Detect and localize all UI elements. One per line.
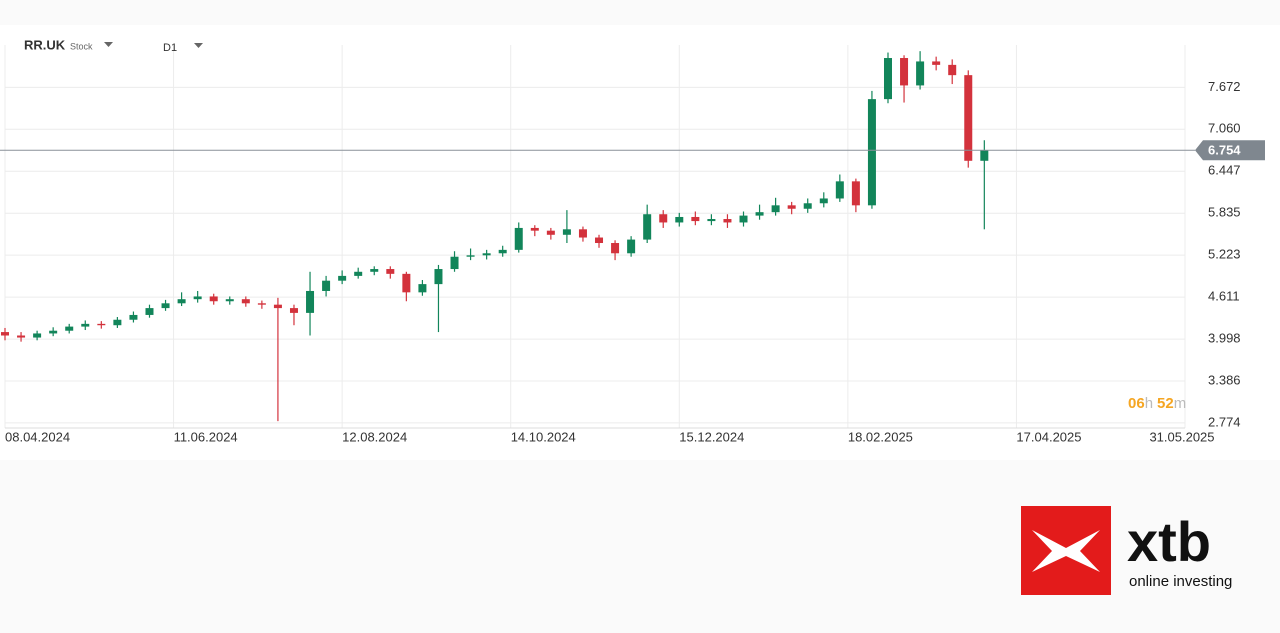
logo-tagline: online investing xyxy=(1129,573,1232,590)
countdown-text: 06h 52m xyxy=(1128,395,1186,412)
candle-body xyxy=(595,237,604,244)
candle-body xyxy=(530,227,539,231)
candle-body xyxy=(755,212,764,216)
candle-body xyxy=(546,230,555,235)
x-tick-label: 31.05.2025 xyxy=(1149,429,1214,444)
logo-x xyxy=(1032,530,1100,572)
candle-body xyxy=(193,296,202,300)
candle-body xyxy=(466,255,475,257)
candle-body xyxy=(402,273,411,293)
candle-body xyxy=(257,303,266,305)
candle-body xyxy=(867,99,876,206)
countdown-part: 52 xyxy=(1157,395,1174,412)
y-tick-label: 3.386 xyxy=(1208,372,1241,387)
candle-body xyxy=(659,214,668,223)
x-tick-label: 18.02.2025 xyxy=(848,429,913,444)
candle-body xyxy=(916,61,925,86)
candle-body xyxy=(964,75,973,161)
y-tick-label: 5.835 xyxy=(1208,205,1241,220)
candle-body xyxy=(322,280,331,291)
chart-panel xyxy=(0,25,1280,460)
candle-body xyxy=(627,239,636,254)
candle-body xyxy=(787,205,796,209)
candle-body xyxy=(81,323,90,327)
candle-body xyxy=(241,299,250,304)
candle-body xyxy=(113,319,122,326)
timeframe[interactable]: D1 xyxy=(163,42,177,54)
candle-body xyxy=(932,61,941,65)
y-tick-label: 3.998 xyxy=(1208,331,1241,346)
candle-body xyxy=(306,290,315,313)
candle-body xyxy=(851,181,860,206)
candle-body xyxy=(819,198,828,204)
candle-body xyxy=(723,219,732,223)
x-tick-label: 08.04.2024 xyxy=(5,429,70,444)
instrument-type: Stock xyxy=(70,41,93,51)
candle-body xyxy=(771,205,780,213)
dropdown-arrow[interactable] xyxy=(104,42,113,47)
candle-body xyxy=(65,326,74,331)
candle-body xyxy=(33,333,42,338)
candle-body xyxy=(273,304,282,309)
candle-body xyxy=(498,249,507,254)
x-tick-label: 11.06.2024 xyxy=(174,429,238,444)
candle-body xyxy=(450,256,459,270)
candle-body xyxy=(354,271,363,276)
candle-body xyxy=(643,214,652,240)
countdown-part: m xyxy=(1174,395,1187,412)
candle-body xyxy=(900,58,909,86)
candle-body xyxy=(97,323,106,326)
candle-body xyxy=(49,330,58,334)
symbol[interactable]: RR.UK xyxy=(24,37,66,52)
candle-body xyxy=(707,219,716,222)
x-tick-label: 12.08.2024 xyxy=(342,429,407,444)
x-tick-label: 15.12.2024 xyxy=(679,429,744,444)
price-badge xyxy=(1195,140,1265,161)
candle-body xyxy=(209,296,218,302)
x-tick-label: 14.10.2024 xyxy=(511,429,576,444)
candle-body xyxy=(611,243,620,254)
candle-body xyxy=(514,227,523,250)
candle-body xyxy=(177,299,186,304)
current-price-label: 6.754 xyxy=(1208,143,1241,158)
y-tick-label: 2.774 xyxy=(1208,414,1241,429)
logo-text: xtb xyxy=(1127,510,1211,573)
dropdown-arrow[interactable] xyxy=(194,43,203,48)
candle-body xyxy=(17,335,26,338)
countdown: 06h 52m xyxy=(1128,395,1186,412)
countdown-part: 06 xyxy=(1128,395,1145,412)
candle-body xyxy=(145,308,154,315)
candle-body xyxy=(129,314,138,320)
candle-body xyxy=(835,181,844,199)
y-tick-label: 7.672 xyxy=(1208,79,1241,94)
candle-body xyxy=(225,299,234,302)
countdown-part: h xyxy=(1145,395,1153,412)
candle-body xyxy=(386,269,395,274)
candle-body xyxy=(578,229,587,238)
y-tick-label: 6.447 xyxy=(1208,163,1241,178)
y-tick-label: 7.060 xyxy=(1208,121,1241,136)
candle-body xyxy=(482,253,491,256)
candle-body xyxy=(980,150,989,161)
candle-body xyxy=(803,203,812,209)
candle-body xyxy=(691,216,700,222)
x-tick-label: 17.04.2025 xyxy=(1016,429,1081,444)
candle-body xyxy=(161,303,170,309)
candle-body xyxy=(739,215,748,223)
candle-body xyxy=(418,284,427,293)
candle-body xyxy=(338,275,347,281)
candle-body xyxy=(948,64,957,76)
y-tick-label: 5.223 xyxy=(1208,247,1241,262)
candle-body xyxy=(562,229,571,235)
candle-body xyxy=(1,332,9,336)
y-tick-label: 4.611 xyxy=(1208,289,1240,304)
candle-body xyxy=(289,308,298,313)
candle-body xyxy=(883,58,892,100)
candle-body xyxy=(370,269,379,272)
candle-body xyxy=(434,269,443,285)
candle-body xyxy=(675,216,684,223)
